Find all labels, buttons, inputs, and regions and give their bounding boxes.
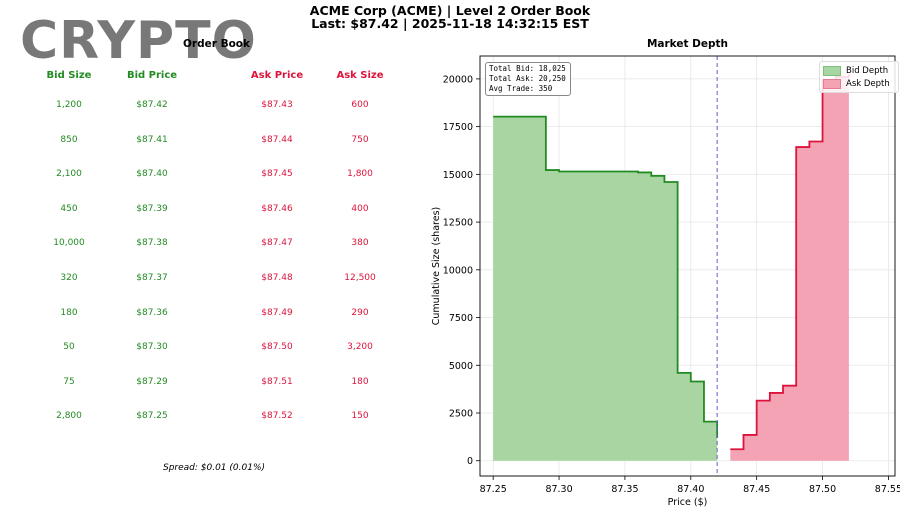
bid-price-cell: $87.30 [136,342,168,353]
legend-label-ask: Ask Depth [846,78,890,89]
order-book-title: Order Book [183,38,250,50]
legend-item-ask: Ask Depth [823,77,895,90]
legend-swatch-bid [823,65,841,76]
bid-size-cell: 450 [60,203,78,214]
column-header-bid-size: Bid Size [46,70,92,81]
y-tick-label: 17500 [443,122,473,133]
bid-price-cell: $87.42 [136,100,168,110]
bid-size-cell: 180 [60,307,78,318]
y-tick-label: 0 [467,456,473,467]
bid-size-cell: 2,100 [56,169,82,180]
ask-price-cell: $87.52 [261,411,293,422]
spread-label: Spread: $0.01 (0.01%) [162,463,266,473]
x-tick-label: 87.40 [677,484,704,495]
ask-size-cell: 12,500 [344,273,376,283]
bid-size-cell: 320 [60,273,78,283]
ask-price-cell: $87.43 [261,100,293,110]
bid-price-cell: $87.41 [136,134,168,145]
chart-legend: Bid Depth Ask Depth [819,61,899,93]
bid-price-cell: $87.29 [136,376,168,387]
bid-price-cell: $87.37 [136,273,168,283]
column-header-ask-size: Ask Size [336,70,384,81]
ask-size-cell: 600 [351,100,369,110]
ask-size-cell: 290 [351,307,369,318]
bid-size-cell: 10,000 [53,238,85,249]
ask-price-cell: $87.47 [261,238,293,249]
y-tick-label: 15000 [443,170,473,181]
bid-price-cell: $87.36 [136,307,168,318]
bid-depth-line [493,115,719,438]
ask-price-cell: $87.50 [261,342,293,353]
page-subtitle: Last: $87.42 | 2025-11-18 14:32:15 EST [311,16,589,31]
ask-price-cell: $87.45 [261,169,293,180]
watermark-logo: CRYPTO [20,11,257,71]
bid-size-cell: 2,800 [56,411,82,422]
page-title: ACME Corp (ACME) | Level 2 Order Book [309,3,591,18]
chart-title: Market Depth [646,38,729,50]
ask-size-cell: 750 [351,134,369,145]
plot-frame [479,55,896,477]
ask-price-cell: $87.46 [261,203,293,214]
x-tick-label: 87.45 [743,484,770,495]
legend-item-bid: Bid Depth [823,64,895,77]
y-tick-label: 5000 [449,361,473,372]
ask-size-cell: 180 [351,376,369,387]
column-header-ask-price: Ask Price [250,70,304,81]
y-tick-label: 2500 [449,409,473,420]
bid-size-cell: 850 [60,134,78,145]
ask-size-cell: 380 [351,238,369,249]
ask-size-cell: 1,800 [347,169,373,180]
x-tick-label: 87.30 [545,484,572,495]
ask-size-cell: 400 [351,203,369,214]
legend-swatch-ask [823,78,841,89]
ask-price-cell: $87.49 [261,307,293,318]
ask-price-cell: $87.48 [261,273,293,283]
stat-total-ask: Total Ask: 20,250 [489,74,566,83]
y-tick-label: 7500 [449,313,473,324]
bid-size-cell: 1,200 [56,100,82,110]
x-tick-label: 87.35 [611,484,638,495]
x-tick-label: 87.50 [809,484,836,495]
bid-price-cell: $87.38 [136,238,168,249]
bid-depth-area [493,116,718,461]
y-tick-label: 10000 [443,265,473,276]
bid-size-cell: 75 [63,376,75,387]
y-tick-label: 20000 [443,74,473,85]
stat-total-bid: Total Bid: 18,025 [489,64,566,73]
ask-size-cell: 150 [351,411,369,422]
y-tick-label: 12500 [443,218,473,229]
x-tick-label: 87.55 [875,484,900,495]
bid-size-cell: 50 [63,342,75,353]
stats-box: Total Bid: 18,025 Total Ask: 20,250 Avg … [485,62,571,96]
x-tick-label: 87.25 [480,484,507,495]
bid-price-cell: $87.39 [136,203,168,214]
bid-price-cell: $87.40 [136,169,168,180]
ask-size-cell: 3,200 [347,342,373,353]
ask-depth-area [730,74,849,461]
x-axis-label: Price ($) [668,497,708,508]
ask-price-cell: $87.44 [261,134,293,145]
ask-price-cell: $87.51 [261,376,293,387]
bid-price-cell: $87.25 [136,411,168,422]
y-axis-label: Cumulative Size (shares) [431,207,442,325]
legend-label-bid: Bid Depth [846,65,889,76]
stat-avg-trade: Avg Trade: 350 [489,84,553,93]
column-header-bid-price: Bid Price [126,70,178,81]
